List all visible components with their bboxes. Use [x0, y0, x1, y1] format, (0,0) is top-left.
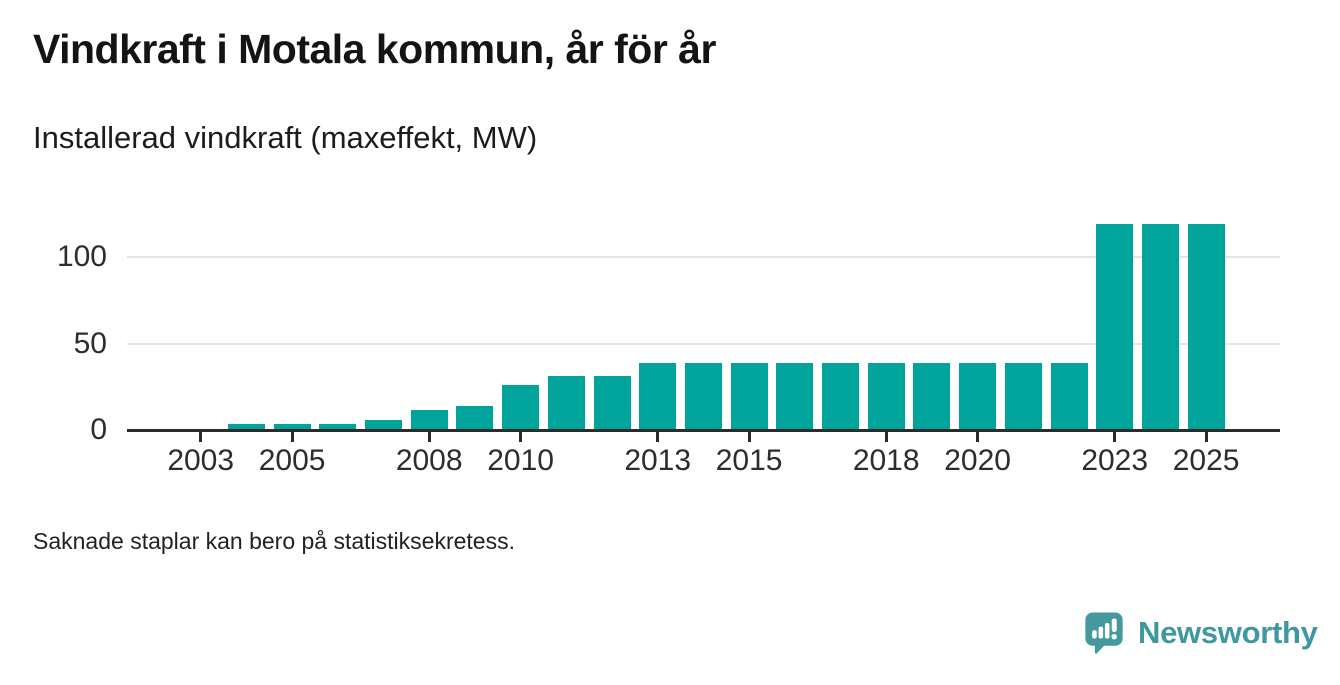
- x-tick-2005: [290, 431, 294, 442]
- y-tick-label-0: 0: [90, 413, 107, 446]
- bar-2023: [1096, 224, 1134, 430]
- x-tick-label-2023: 2023: [1081, 444, 1149, 477]
- x-tick-label-2020: 2020: [944, 444, 1011, 477]
- bar-2006: [319, 423, 357, 430]
- bar-2005: [273, 423, 311, 430]
- bar-2018: [867, 362, 905, 430]
- bar-2008: [410, 410, 448, 430]
- bar-2020: [959, 362, 997, 430]
- x-tick-2025: [1204, 431, 1208, 442]
- x-tick-label-2003: 2003: [167, 444, 235, 477]
- bar-2021: [1004, 362, 1042, 430]
- newsworthy-logo[interactable]: Newsworthy: [1084, 610, 1318, 656]
- x-tick-label-2018: 2018: [852, 444, 920, 477]
- chart-title: Vindkraft i Motala kommun, år för år: [33, 26, 716, 72]
- x-tick-2018: [884, 431, 888, 442]
- chart-subtitle: Installerad vindkraft (maxeffekt, MW): [33, 120, 538, 155]
- bar-2016: [776, 362, 814, 430]
- brand-name: Newsworthy: [1138, 615, 1318, 650]
- x-tick-label-2015: 2015: [715, 444, 783, 477]
- bar-2015: [730, 362, 768, 430]
- x-tick-2003: [199, 431, 203, 442]
- y-tick-label-50: 50: [73, 326, 107, 360]
- bar-2004: [227, 423, 265, 430]
- bar-2009: [456, 405, 494, 430]
- bar-2017: [822, 362, 859, 430]
- bar-2014: [684, 362, 722, 430]
- x-tick-2008: [427, 431, 431, 442]
- x-tick-label-2013: 2013: [624, 444, 692, 477]
- bar-2013: [639, 362, 677, 430]
- speech-bubble-bar-chart-icon: [1085, 612, 1123, 654]
- x-tick-2010: [519, 431, 523, 442]
- x-axis-line: [127, 428, 1280, 432]
- x-tick-2023: [1113, 431, 1117, 442]
- bar-2025: [1187, 224, 1225, 430]
- bar-2012: [593, 376, 631, 430]
- y-tick-label-100: 100: [56, 240, 107, 273]
- chart-footnote: Saknade staplar kan bero på statistiksek…: [33, 528, 515, 554]
- bar-2019: [913, 362, 951, 430]
- x-tick-label-2008: 2008: [395, 444, 463, 477]
- bar-2022: [1050, 362, 1088, 430]
- bar-2011: [547, 376, 585, 430]
- x-tick-2013: [656, 431, 660, 442]
- gridline-100: [127, 256, 1280, 258]
- x-tick-2015: [747, 431, 751, 442]
- x-tick-label-2005: 2005: [258, 444, 326, 477]
- bar-2007: [365, 420, 402, 430]
- x-tick-2020: [976, 431, 980, 442]
- x-tick-label-2025: 2025: [1172, 444, 1240, 477]
- x-tick-label-2010: 2010: [487, 444, 554, 477]
- bar-2010: [502, 385, 540, 430]
- bar-2024: [1141, 224, 1179, 430]
- gridline-50: [127, 342, 1280, 345]
